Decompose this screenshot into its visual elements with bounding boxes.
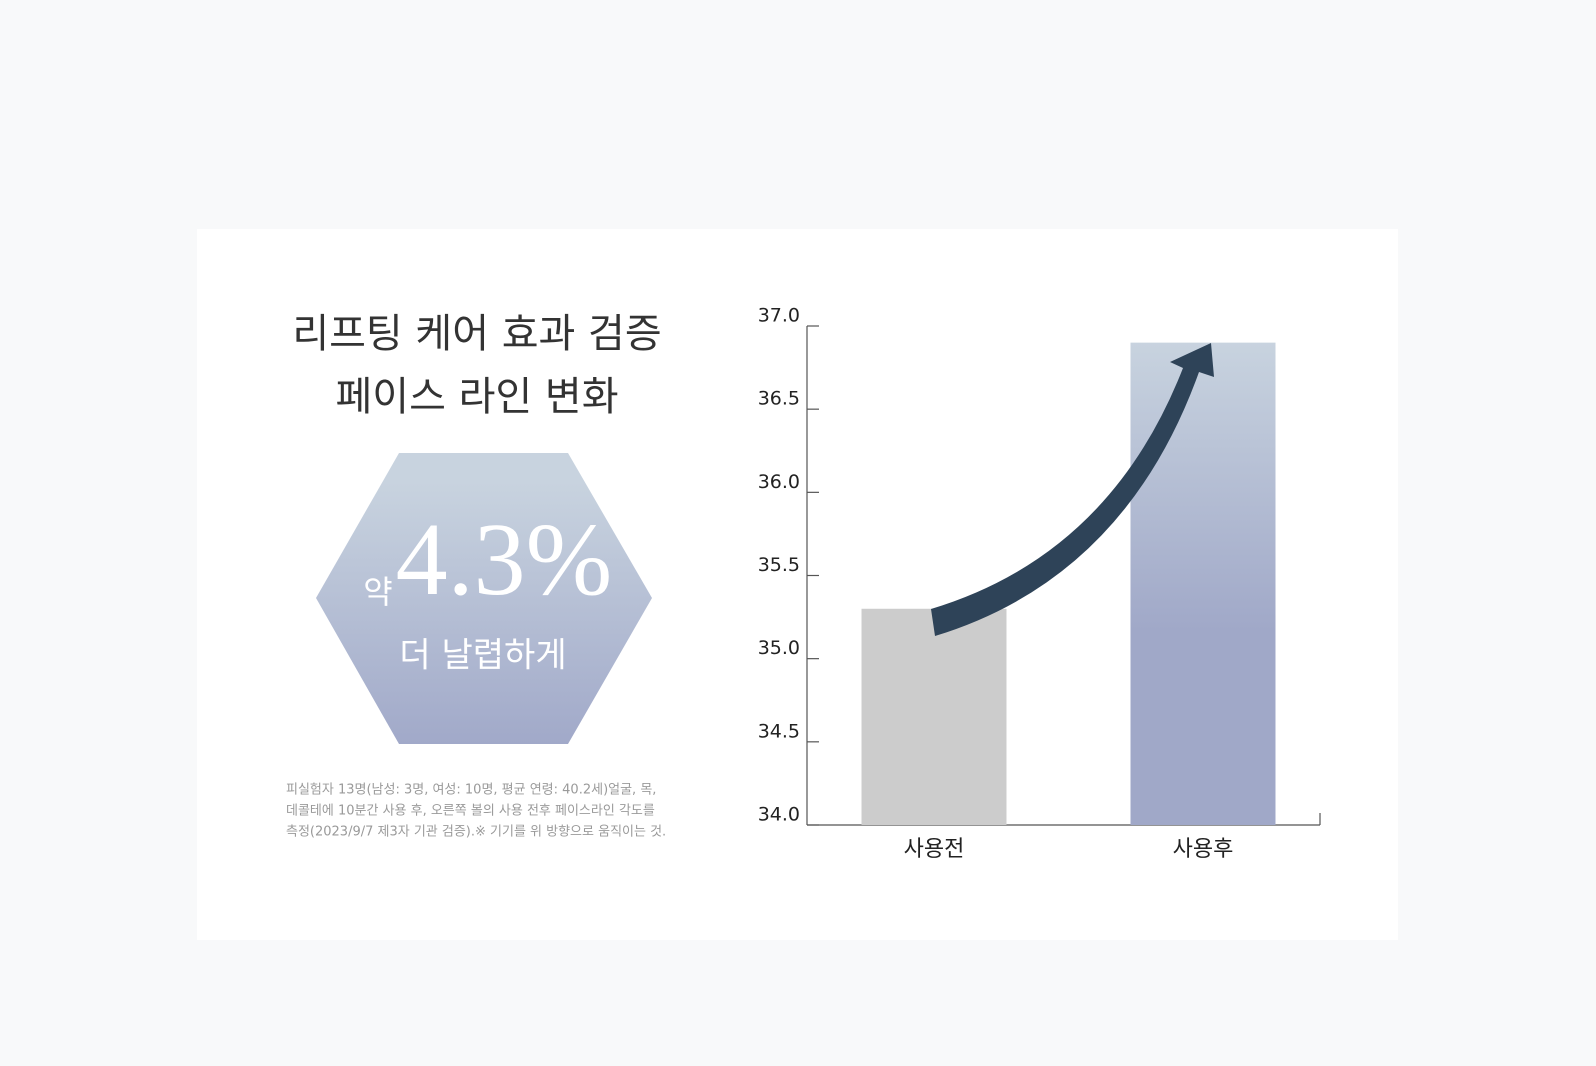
badge-hexagon xyxy=(316,453,652,744)
plot: 34.0 34.5 35.0 35.5 36.0 36.5 37.0 사용전 사용후 xyxy=(758,305,1321,862)
badge-figure: 4.3% xyxy=(396,502,613,617)
y-tick-label: 35.0 xyxy=(758,637,800,659)
note: 데콜테에 10분간 사용 후, 오른쪽 볼의 사용 전후 페이스라인 각도를 xyxy=(286,804,655,819)
y-tick-label: 36.0 xyxy=(758,471,800,493)
bar xyxy=(861,608,1007,825)
note: 피실험자 13명(남성: 3명, 여성: 10명, 평균 연령: 40.2세)얼… xyxy=(286,783,656,798)
bar xyxy=(1130,342,1276,825)
y-tick-label: 36.5 xyxy=(758,388,800,410)
y-tick-label: 35.5 xyxy=(758,554,800,576)
y-tick-label: 34.5 xyxy=(758,720,800,742)
headline: 리프팅 케어 효과 검증 xyxy=(292,311,661,357)
y-tick-label: 37.0 xyxy=(758,305,800,327)
note: 측정(2023/9/7 제3자 기관 검증).※ 기기를 위 방향으로 움직이는… xyxy=(286,825,666,840)
x-tick-label: 사용후 xyxy=(1173,837,1234,862)
trend-arrow xyxy=(931,343,1214,636)
y-tick-label: 34.0 xyxy=(758,804,800,826)
badge-caption: 더 날렵하게 xyxy=(399,636,566,676)
badge-prefix: 약 xyxy=(363,573,392,611)
headline: 페이스 라인 변화 xyxy=(335,374,618,420)
x-tick-label: 사용전 xyxy=(904,837,965,862)
